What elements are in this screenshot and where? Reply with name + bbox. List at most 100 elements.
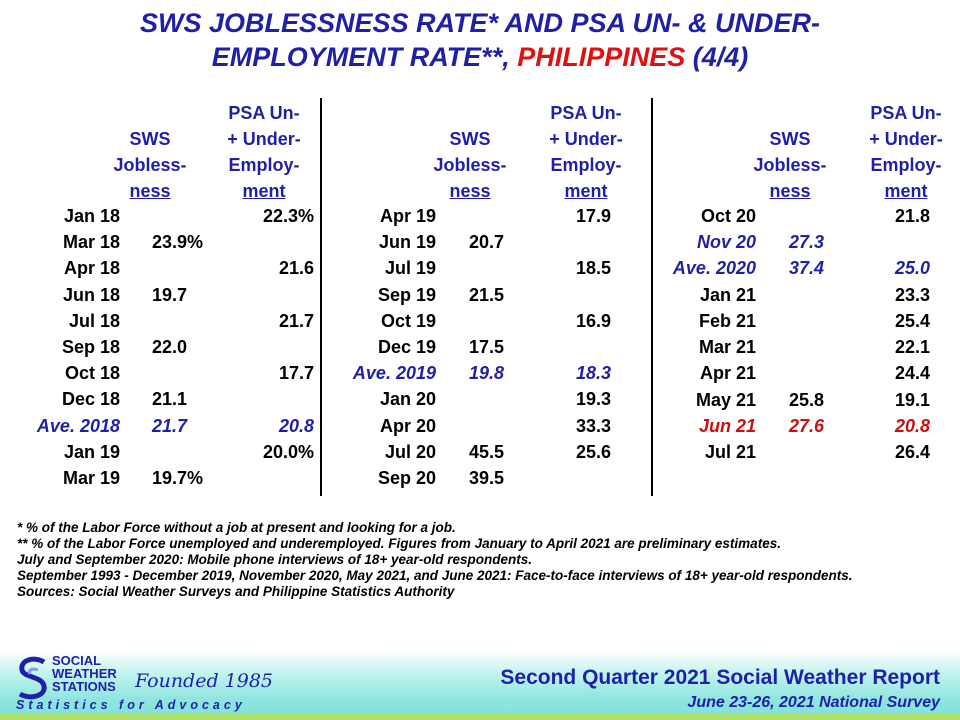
row-period-label: Jan 18 <box>63 206 120 226</box>
row-psa-value: 20.8 <box>894 416 930 436</box>
header-psa-line: PSA Un- <box>870 103 942 123</box>
row-period-label: Dec 18 <box>61 389 120 410</box>
report-title: Second Quarter 2021 Social Weather Repor… <box>500 666 940 689</box>
footnotes: * % of the Labor Force without a job at … <box>17 520 947 600</box>
footnote-4: September 1993 - December 2019, November… <box>17 568 853 583</box>
title-line-2: EMPLOYMENT RATE**, PHILIPPINES (4/4) <box>0 40 960 74</box>
column-divider-2 <box>651 98 653 496</box>
row-period-label: Ave. 2018 <box>36 415 120 436</box>
header-sws-line: ness <box>129 181 171 201</box>
header-psa-unemployment: PSA Un- + Under- Employ-ment <box>860 100 952 204</box>
row-period-label: Ave. 2019 <box>352 363 436 384</box>
row-psa-value: 20.0% <box>262 441 314 462</box>
row-psa-value: 22.3% <box>262 206 314 226</box>
row-sws-value: 27.6 <box>789 416 825 436</box>
row-period-label: Jan 19 <box>63 441 120 462</box>
header-sws-line: SWS <box>449 129 491 149</box>
row-psa-value: 21.8 <box>894 206 930 226</box>
footer-banner: SOCIAL WEATHER STATIONS Founded 1985 Sta… <box>0 650 960 720</box>
logo-line-3: STATIONS <box>52 679 116 694</box>
row-period-label: Apr 18 <box>63 258 120 279</box>
logo-line-1: SOCIAL <box>52 653 102 668</box>
header-psa-line: ment <box>242 181 286 201</box>
row-period-label: Sep 20 <box>377 468 436 488</box>
sws-logo-text: SOCIAL WEATHER STATIONS <box>52 654 117 693</box>
row-period-label: Mar 21 <box>698 337 756 357</box>
header-psa-line: + Under- <box>227 129 301 149</box>
row-psa-value: 18.3 <box>575 363 611 384</box>
header-sws-jobless: SWS Jobless-ness <box>750 126 830 204</box>
header-psa-line: + Under- <box>869 129 943 149</box>
row-period-label: Ave. 2020 <box>672 258 756 278</box>
row-psa-value: 25.4 <box>894 311 930 331</box>
row-period-label: Oct 18 <box>64 363 120 384</box>
footnote-3: July and September 2020: Mobile phone in… <box>17 552 533 567</box>
row-psa-value: 17.9 <box>575 206 611 226</box>
header-sws-jobless: SWS Jobless-ness <box>430 126 510 204</box>
row-psa-value: 23.3 <box>894 285 930 305</box>
header-psa-line: + Under- <box>549 129 623 149</box>
row-sws-value: 23.9% <box>152 232 204 253</box>
row-psa-value: 24.4 <box>894 363 930 383</box>
row-sws-value: 22.0 <box>152 337 188 357</box>
sws-logo-icon <box>18 656 47 700</box>
footnote-2: ** % of the Labor Force unemployed and u… <box>17 536 781 551</box>
row-period-label: Jan 21 <box>699 285 756 305</box>
header-psa-line: PSA Un- <box>550 103 622 123</box>
tagline: Statistics for Advocacy <box>16 698 246 712</box>
header-sws-line: ness <box>449 181 491 201</box>
row-psa-value: 19.1 <box>894 390 930 410</box>
column-divider-1 <box>320 98 322 496</box>
row-sws-value: 19.8 <box>469 363 505 384</box>
header-psa-line: Employ- <box>228 155 300 175</box>
row-sws-value: 21.7 <box>152 415 188 436</box>
logo-line-2: WEATHER <box>52 666 117 681</box>
header-sws-line: Jobless- <box>433 155 507 175</box>
row-psa-value: 20.8 <box>278 415 314 436</box>
header-sws-line: Jobless- <box>753 155 827 175</box>
row-sws-value: 19.7 <box>152 284 188 305</box>
row-psa-value: 21.6 <box>278 258 314 279</box>
row-period-label: Dec 19 <box>377 337 436 357</box>
row-sws-value: 25.8 <box>789 390 825 410</box>
row-sws-value: 19.7% <box>152 468 204 488</box>
row-sws-value: 21.1 <box>152 389 188 410</box>
page-title: SWS JOBLESSNESS RATE* AND PSA UN- & UNDE… <box>0 6 960 74</box>
row-period-label: Oct 20 <box>700 206 756 226</box>
row-psa-value: 25.6 <box>575 441 611 462</box>
row-psa-value: 22.1 <box>894 337 930 357</box>
title-philippines: PHILIPPINES <box>517 42 686 72</box>
row-period-label: Apr 19 <box>379 206 436 226</box>
row-period-label: Sep 18 <box>61 337 120 357</box>
row-sws-value: 45.5 <box>469 441 505 462</box>
row-sws-value: 17.5 <box>469 337 505 357</box>
row-period-label: Jan 20 <box>379 389 436 410</box>
row-period-label: Jul 21 <box>704 442 756 462</box>
row-period-label: Feb 21 <box>698 311 756 331</box>
row-period-label: Oct 19 <box>380 310 436 331</box>
header-psa-line: ment <box>884 181 928 201</box>
row-psa-value: 18.5 <box>575 258 611 279</box>
header-psa-line: Employ- <box>550 155 622 175</box>
header-psa-line: Employ- <box>870 155 942 175</box>
report-subtitle: June 23-26, 2021 National Survey <box>687 694 940 711</box>
row-period-label: Mar 18 <box>62 232 120 253</box>
row-sws-value: 37.4 <box>789 258 825 278</box>
header-psa-line: PSA Un- <box>228 103 300 123</box>
row-period-label: Jun 21 <box>698 416 756 436</box>
title-line-2-suffix: (4/4) <box>685 42 749 72</box>
row-sws-value: 21.5 <box>469 284 505 305</box>
title-line-1: SWS JOBLESSNESS RATE* AND PSA UN- & UNDE… <box>139 8 821 38</box>
footnote-5: Sources: Social Weather Surveys and Phil… <box>17 584 455 599</box>
title-line-2-prefix: EMPLOYMENT RATE**, <box>211 42 518 72</box>
row-period-label: Jul 18 <box>68 310 120 331</box>
row-period-label: Nov 20 <box>696 232 756 252</box>
row-period-label: Jul 19 <box>384 258 436 279</box>
row-sws-value: 39.5 <box>469 468 505 488</box>
row-period-label: Sep 19 <box>377 284 436 305</box>
header-psa-line: ment <box>564 181 608 201</box>
row-period-label: Jul 20 <box>384 441 436 462</box>
row-psa-value: 25.0 <box>894 258 930 278</box>
header-sws-line: SWS <box>769 129 811 149</box>
row-period-label: Mar 19 <box>62 468 120 488</box>
